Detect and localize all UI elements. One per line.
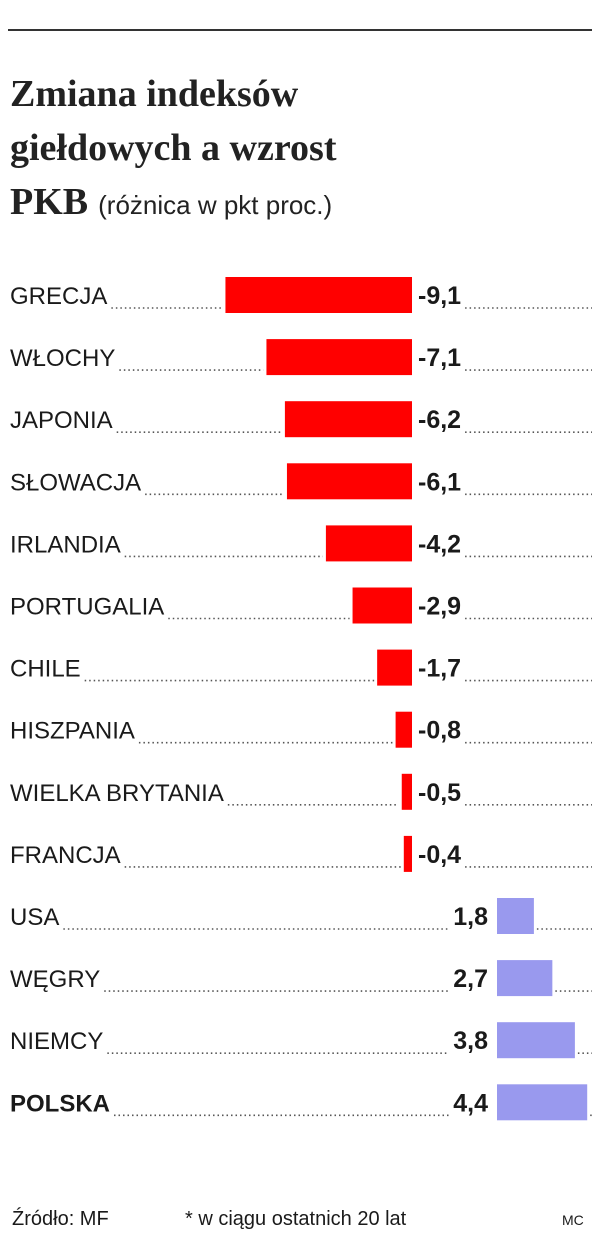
category-label: POLSKA <box>10 1090 110 1117</box>
category-label: USA <box>10 904 59 931</box>
value-label: -7,1 <box>418 344 461 372</box>
bar <box>497 1022 575 1059</box>
value-label: -6,1 <box>418 468 461 496</box>
bar <box>286 463 412 500</box>
value-label: -2,9 <box>418 593 461 621</box>
category-label: WŁOCHY <box>10 345 115 372</box>
value-label: -0,4 <box>418 841 461 869</box>
value-label: -6,2 <box>418 406 461 434</box>
bar <box>395 711 412 748</box>
note: * w ciągu ostatnich 20 lat <box>185 1208 407 1230</box>
category-label: NIEMCY <box>10 1028 103 1055</box>
bar <box>403 835 412 872</box>
chart-title: Zmiana indeksów <box>10 73 299 115</box>
category-label: WIELKA BRYTANIA <box>10 780 224 807</box>
category-label: PORTUGALIA <box>10 594 164 621</box>
value-label: -4,2 <box>418 530 461 558</box>
category-label: WĘGRY <box>10 966 100 993</box>
value-label: 4,4 <box>453 1089 488 1117</box>
category-label: FRANCJA <box>10 842 121 869</box>
chart-subtitle: (różnica w pkt proc.) <box>98 190 332 220</box>
value-label: 1,8 <box>453 903 488 931</box>
bar <box>497 898 534 934</box>
chart-title: giełdowych a wzrost <box>10 127 337 169</box>
category-label: IRLANDIA <box>10 531 121 558</box>
value-label: -0,5 <box>418 779 461 807</box>
value-label: -9,1 <box>418 282 461 310</box>
bar <box>497 960 553 997</box>
source: Źródło: MF <box>12 1207 109 1230</box>
category-label: GRECJA <box>10 283 107 310</box>
bar <box>225 277 412 313</box>
category-label: CHILE <box>10 656 81 683</box>
chart-title: PKB <box>10 181 88 223</box>
bar <box>284 401 412 438</box>
value-label: -1,7 <box>418 655 461 683</box>
author: MC <box>562 1212 584 1228</box>
category-label: SŁOWACJA <box>10 469 141 496</box>
category-label: HISZPANIA <box>10 718 135 745</box>
value-label: 3,8 <box>453 1027 488 1055</box>
bar <box>352 587 412 624</box>
bar <box>325 525 412 562</box>
value-label: 2,7 <box>453 965 488 993</box>
bar <box>377 649 412 686</box>
bar <box>401 773 412 810</box>
value-label: -0,8 <box>418 717 461 745</box>
bar <box>266 339 412 376</box>
bar <box>497 1084 588 1121</box>
category-label: JAPONIA <box>10 407 113 434</box>
